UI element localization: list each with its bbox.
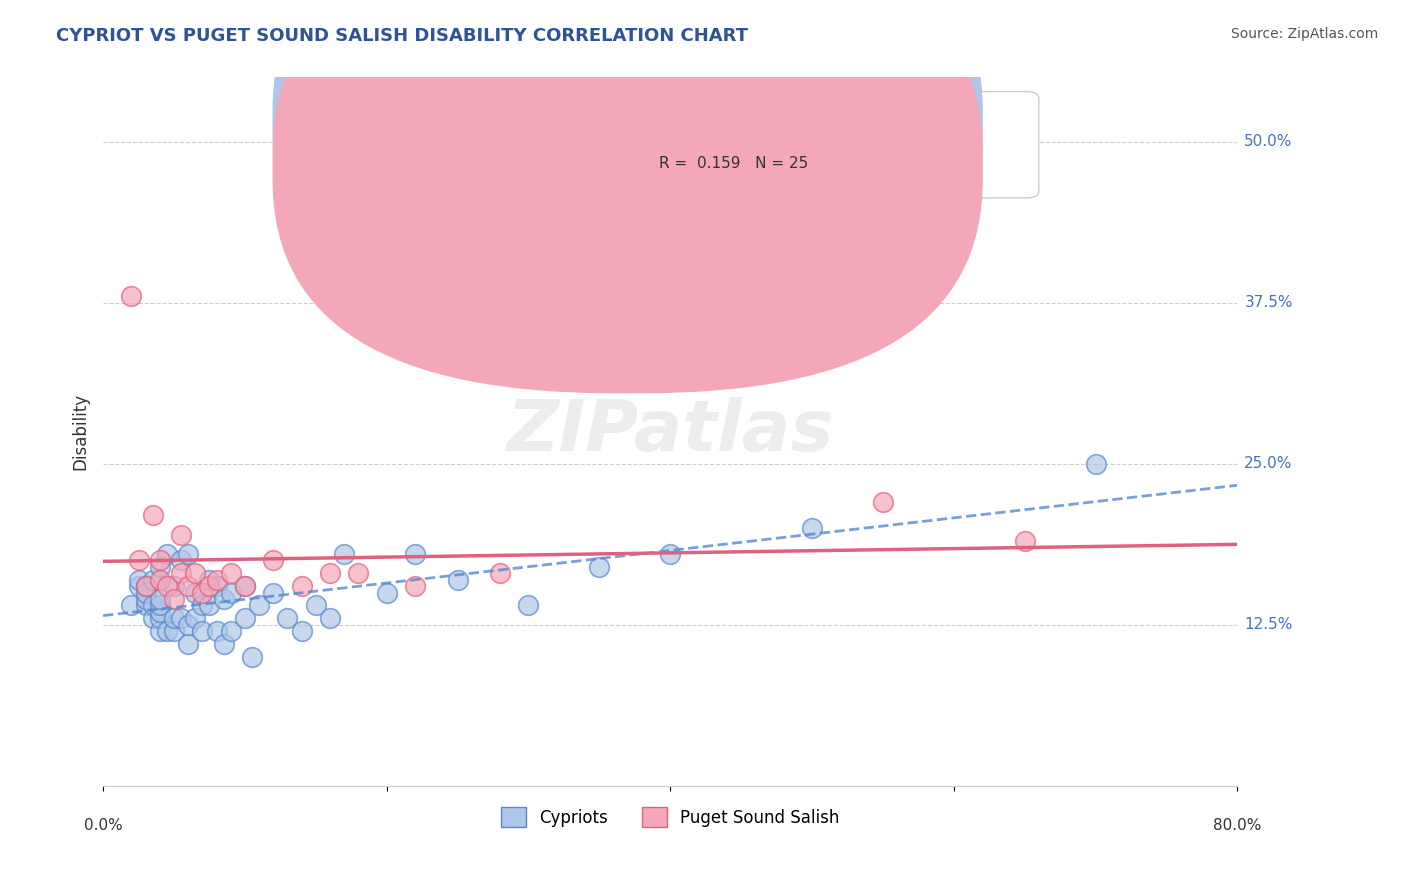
Point	[205, 573, 228, 587]
Point	[262, 585, 284, 599]
Point	[276, 611, 298, 625]
Point	[404, 579, 426, 593]
Point	[191, 624, 214, 639]
Point	[135, 585, 157, 599]
Point	[156, 547, 179, 561]
Point	[191, 585, 214, 599]
Point	[163, 579, 186, 593]
Text: R =  0.113   N = 56: R = 0.113 N = 56	[659, 114, 808, 128]
Point	[149, 611, 172, 625]
Point	[233, 579, 256, 593]
Point	[198, 573, 221, 587]
Point	[347, 566, 370, 581]
Point	[128, 553, 150, 567]
Point	[163, 624, 186, 639]
Point	[404, 547, 426, 561]
Point	[184, 585, 207, 599]
Point	[184, 611, 207, 625]
Point	[305, 599, 328, 613]
Point	[170, 611, 193, 625]
Text: 25.0%: 25.0%	[1244, 457, 1292, 471]
Point	[333, 547, 356, 561]
Point	[446, 573, 468, 587]
FancyBboxPatch shape	[273, 0, 981, 351]
Point	[233, 611, 256, 625]
Point	[149, 605, 172, 619]
Point	[198, 599, 221, 613]
Point	[1014, 534, 1036, 549]
Point	[135, 579, 157, 593]
Point	[142, 508, 165, 523]
Point	[135, 599, 157, 613]
Point	[801, 521, 824, 535]
Point	[205, 624, 228, 639]
Point	[247, 599, 270, 613]
Point	[170, 553, 193, 567]
Point	[198, 579, 221, 593]
FancyBboxPatch shape	[585, 92, 1039, 198]
Point	[142, 611, 165, 625]
Point	[142, 573, 165, 587]
Point	[142, 599, 165, 613]
Point	[659, 547, 682, 561]
Text: 0.0%: 0.0%	[84, 818, 122, 833]
Text: CYPRIOT VS PUGET SOUND SALISH DISABILITY CORRELATION CHART: CYPRIOT VS PUGET SOUND SALISH DISABILITY…	[56, 27, 748, 45]
Point	[184, 566, 207, 581]
Point	[219, 585, 242, 599]
Point	[128, 573, 150, 587]
Point	[262, 553, 284, 567]
Point	[121, 289, 143, 303]
Point	[212, 592, 235, 607]
Point	[177, 579, 200, 593]
Point	[219, 624, 242, 639]
Point	[121, 599, 143, 613]
Point	[156, 624, 179, 639]
Text: 80.0%: 80.0%	[1213, 818, 1261, 833]
Point	[149, 573, 172, 587]
Point	[1084, 457, 1107, 471]
Point	[149, 599, 172, 613]
Point	[240, 650, 263, 665]
Text: ZIPatlas: ZIPatlas	[506, 397, 834, 467]
Point	[135, 592, 157, 607]
Point	[128, 579, 150, 593]
Point	[212, 637, 235, 651]
Point	[191, 599, 214, 613]
Point	[177, 637, 200, 651]
Point	[219, 566, 242, 581]
Point	[149, 624, 172, 639]
Point	[177, 547, 200, 561]
Text: 50.0%: 50.0%	[1244, 135, 1292, 149]
Point	[177, 617, 200, 632]
Point	[489, 566, 512, 581]
Point	[149, 559, 172, 574]
Point	[375, 585, 398, 599]
Text: 37.5%: 37.5%	[1244, 295, 1294, 310]
Point	[872, 495, 894, 509]
FancyBboxPatch shape	[273, 0, 981, 392]
Point	[291, 624, 314, 639]
Point	[319, 611, 342, 625]
Point	[170, 527, 193, 541]
Text: Source: ZipAtlas.com: Source: ZipAtlas.com	[1230, 27, 1378, 41]
Point	[163, 592, 186, 607]
Legend: Cypriots, Puget Sound Salish: Cypriots, Puget Sound Salish	[495, 800, 846, 834]
Text: 12.5%: 12.5%	[1244, 617, 1292, 632]
Point	[156, 579, 179, 593]
Point	[319, 566, 342, 581]
Y-axis label: Disability: Disability	[72, 393, 89, 470]
Point	[163, 611, 186, 625]
Point	[205, 579, 228, 593]
Point	[517, 599, 540, 613]
Text: R =  0.159   N = 25: R = 0.159 N = 25	[659, 156, 808, 171]
Point	[170, 566, 193, 581]
Point	[588, 559, 610, 574]
Point	[233, 579, 256, 593]
Point	[135, 579, 157, 593]
Point	[291, 579, 314, 593]
Point	[149, 592, 172, 607]
Point	[149, 553, 172, 567]
